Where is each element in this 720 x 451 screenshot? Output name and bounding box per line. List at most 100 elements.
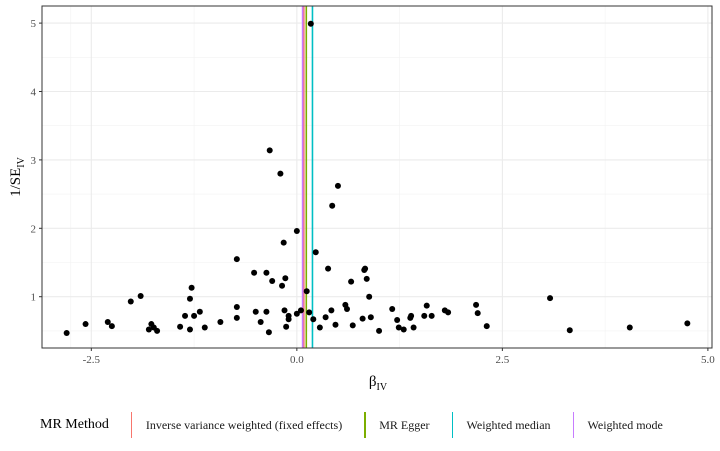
data-point xyxy=(233,314,240,321)
data-point xyxy=(263,269,270,276)
data-point xyxy=(233,303,240,310)
legend-key xyxy=(123,412,140,438)
data-point xyxy=(201,324,208,331)
legend-item: Weighted mode xyxy=(565,412,663,438)
data-point xyxy=(363,275,370,282)
data-point xyxy=(297,307,304,314)
data-point xyxy=(421,312,428,319)
legend-title: MR Method xyxy=(40,417,109,432)
data-point xyxy=(473,301,480,308)
legend-label: Weighted median xyxy=(466,417,551,432)
data-point xyxy=(182,312,189,319)
data-point xyxy=(349,322,356,329)
data-point xyxy=(285,316,292,323)
data-point xyxy=(188,284,195,291)
data-point xyxy=(423,302,430,309)
data-point xyxy=(626,324,633,331)
legend-item: Inverse variance weighted (fixed effects… xyxy=(123,412,342,438)
data-point xyxy=(104,319,111,326)
data-point xyxy=(310,316,317,323)
x-axis-label: β xyxy=(369,374,377,390)
y-axis-label: 1/SE xyxy=(8,168,24,197)
axis-ticks: -2.5 0.0 2.5 5.0 1 2 3 4 5 xyxy=(31,18,716,366)
data-point xyxy=(400,326,407,333)
data-point xyxy=(127,298,134,305)
data-point xyxy=(108,323,115,330)
legend-key-line xyxy=(451,412,454,438)
data-point xyxy=(445,309,452,316)
data-point xyxy=(269,277,276,284)
data-point xyxy=(279,282,286,289)
data-point xyxy=(408,312,415,319)
y-tick-label: 5 xyxy=(31,18,37,30)
data-point xyxy=(293,310,300,317)
data-point xyxy=(281,307,288,314)
legend-key-line xyxy=(130,412,133,438)
y-axis-title: 1/SEIV xyxy=(8,156,27,197)
data-point xyxy=(257,319,264,326)
x-axis-title: βIV xyxy=(369,374,388,393)
data-point xyxy=(547,295,554,302)
data-point xyxy=(376,327,383,334)
data-point xyxy=(343,306,350,313)
legend-key-line xyxy=(364,412,366,438)
data-point xyxy=(306,309,313,316)
data-point xyxy=(177,323,184,330)
data-point xyxy=(684,320,691,327)
data-point xyxy=(303,288,310,295)
data-point xyxy=(328,307,335,314)
legend-items: Inverse variance weighted (fixed effects… xyxy=(123,412,677,438)
legend-item: Weighted median xyxy=(444,412,551,438)
y-tick-label: 2 xyxy=(31,223,37,235)
data-point xyxy=(265,329,272,336)
data-points xyxy=(63,20,691,336)
data-point xyxy=(325,265,332,272)
legend-key xyxy=(565,412,582,438)
data-point xyxy=(277,170,284,177)
data-point xyxy=(316,324,323,331)
data-point xyxy=(410,324,417,331)
data-point xyxy=(359,315,366,322)
data-point xyxy=(389,306,396,313)
plot-panel xyxy=(42,6,712,348)
legend-item: MR Egger xyxy=(356,412,430,438)
data-point xyxy=(293,228,300,235)
data-point xyxy=(322,314,329,321)
x-tick-label: 5.0 xyxy=(701,354,715,366)
legend-key-line xyxy=(572,412,575,438)
data-point xyxy=(217,319,224,326)
legend-label: Inverse variance weighted (fixed effects… xyxy=(145,417,343,432)
data-point xyxy=(154,327,161,334)
legend-label: Weighted mode xyxy=(587,417,663,432)
data-point xyxy=(332,321,339,328)
data-point xyxy=(82,321,89,328)
data-point xyxy=(329,202,336,209)
data-point xyxy=(366,293,373,300)
data-point xyxy=(233,256,240,263)
data-point xyxy=(367,314,374,321)
scatter-plot: -2.5 0.0 2.5 5.0 1 2 3 4 5 βIV 1/SEIV xyxy=(8,5,716,393)
data-point xyxy=(251,269,258,276)
x-tick-label: -2.5 xyxy=(83,354,101,366)
y-tick-label: 3 xyxy=(31,155,37,167)
x-tick-label: 2.5 xyxy=(495,354,509,366)
plot-border xyxy=(41,5,713,349)
data-point xyxy=(63,329,70,336)
data-point xyxy=(394,316,401,323)
grid-lines xyxy=(42,6,712,348)
data-point xyxy=(137,293,144,300)
data-point xyxy=(186,295,193,302)
data-point xyxy=(483,323,490,330)
y-tick-label: 4 xyxy=(31,87,37,99)
data-point xyxy=(263,308,270,315)
data-point xyxy=(186,326,193,333)
x-tick-label: 0.0 xyxy=(290,354,304,366)
data-point xyxy=(283,323,290,330)
data-point xyxy=(145,326,152,333)
data-point xyxy=(566,327,573,334)
data-point xyxy=(474,310,481,317)
data-point xyxy=(252,308,259,315)
y-tick-label: 1 xyxy=(31,292,37,304)
data-point xyxy=(280,239,287,246)
data-point xyxy=(348,278,355,285)
